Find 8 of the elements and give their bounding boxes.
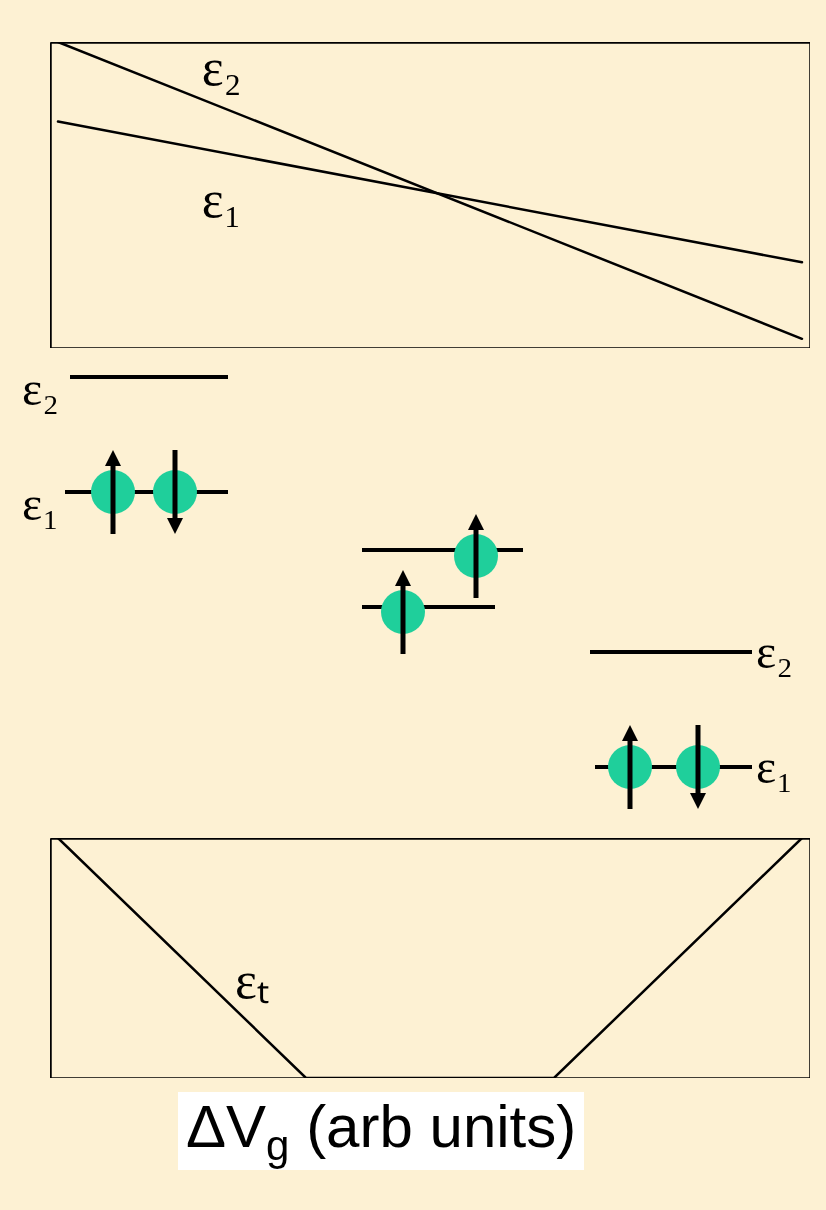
text: ε₁ [756, 740, 793, 793]
text: ε₂ [756, 625, 793, 678]
text: ε₂ [22, 362, 59, 415]
series-label: ε₂ [201, 39, 242, 97]
text: ε₁ [22, 477, 59, 530]
series-label: ε₁ [201, 170, 242, 228]
x-axis-title: ΔV$_{g}$ (arb units) [178, 1092, 585, 1171]
series-label: εₜ [234, 952, 269, 1009]
